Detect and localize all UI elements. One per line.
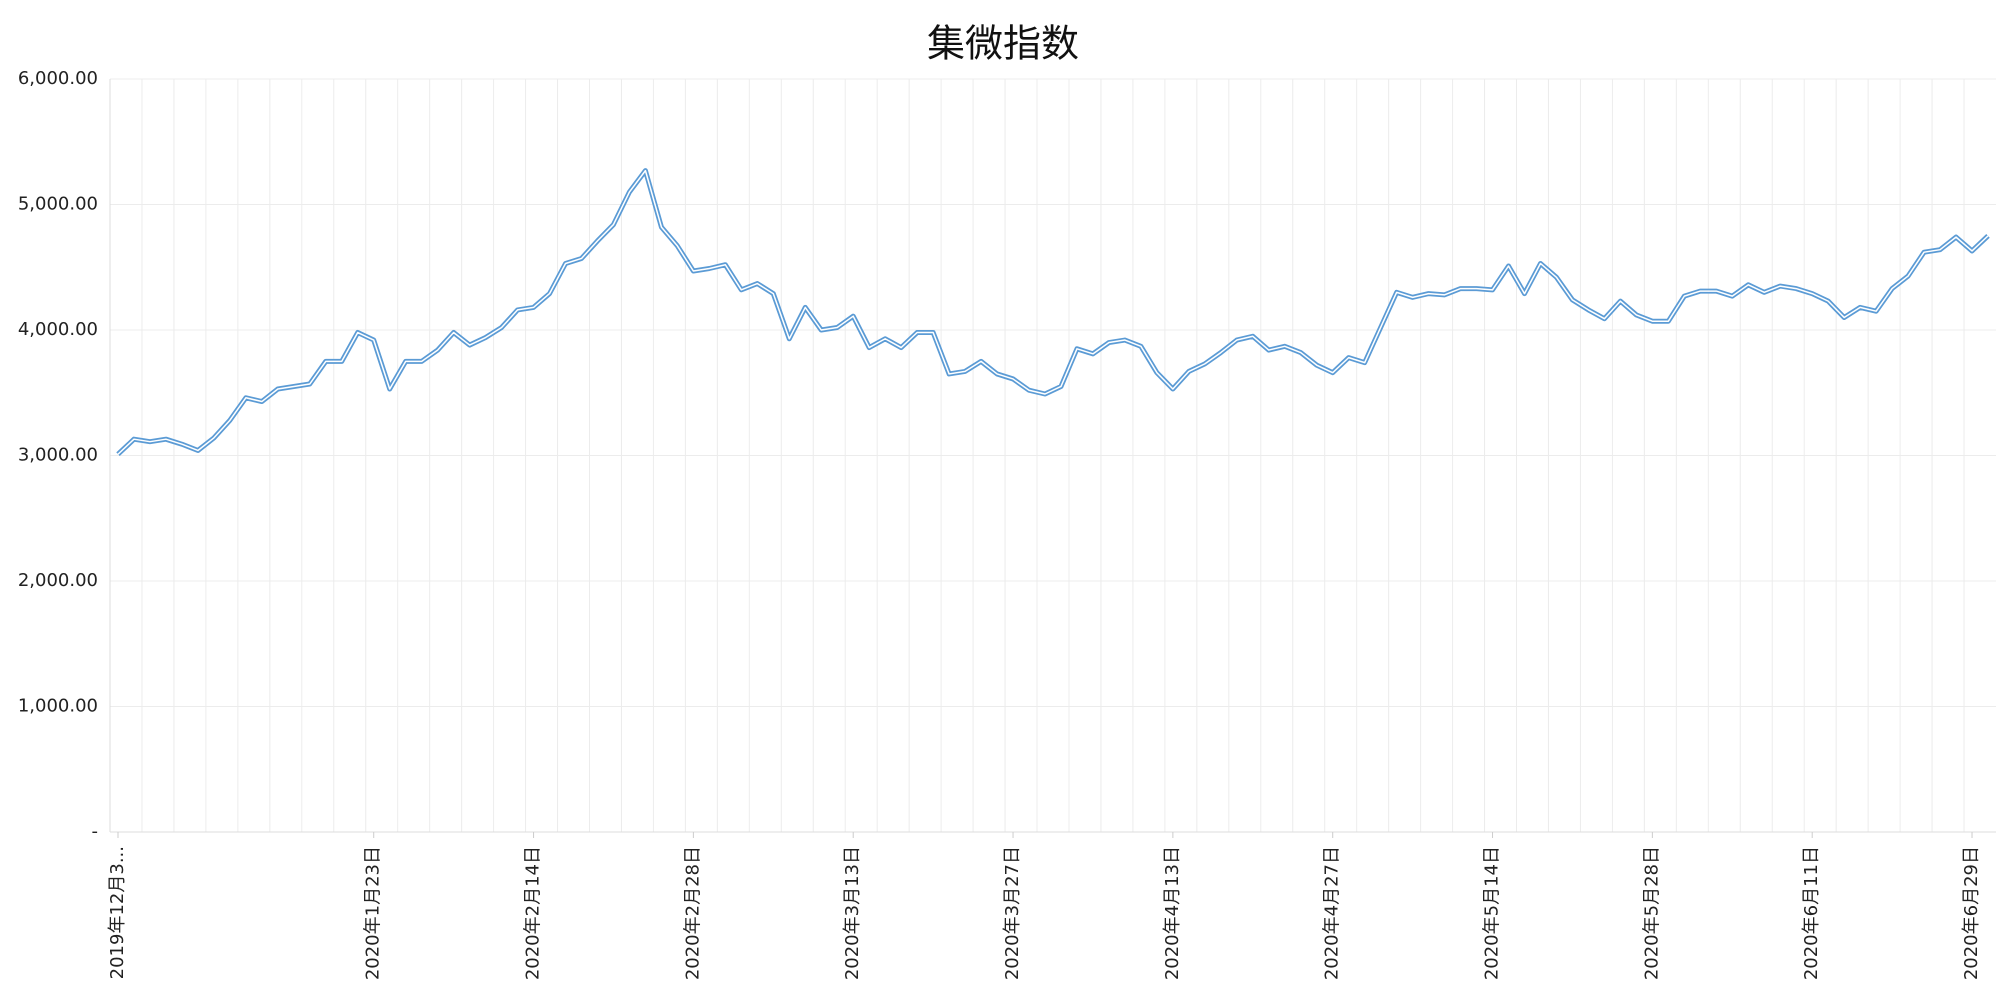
x-tick-label: 2020年2月14日: [523, 846, 544, 980]
y-tick-label: -: [92, 821, 99, 842]
x-tick-label: 2020年6月29日: [1961, 846, 1982, 980]
x-tick-label: 2019年12月3...: [107, 846, 128, 979]
x-tick-label: 2020年6月11日: [1801, 846, 1822, 980]
x-tick-label: 2020年5月14日: [1482, 846, 1503, 980]
x-tick-label: 2020年3月27日: [1002, 846, 1023, 980]
y-tick-label: 6,000.00: [18, 68, 98, 89]
y-tick-label: 5,000.00: [18, 194, 98, 215]
line: [116, 168, 1990, 457]
y-tick-label: 4,000.00: [18, 319, 98, 340]
x-tick-label: 2020年4月13日: [1162, 846, 1183, 980]
chart-title: 集微指数: [927, 22, 1079, 66]
y-tick-label: 1,000.00: [18, 696, 98, 717]
x-tick-label: 2020年5月28日: [1641, 846, 1662, 980]
y-tick-label: 3,000.00: [18, 445, 98, 466]
x-tick-label: 2020年4月27日: [1322, 846, 1343, 980]
x-tick-label: 2020年2月28日: [682, 846, 703, 980]
x-tick-label: 2020年1月23日: [363, 846, 384, 980]
x-tick-label: 2020年3月13日: [842, 846, 863, 980]
y-tick-label: 2,000.00: [18, 570, 98, 591]
line-highlight: [117, 169, 1989, 455]
